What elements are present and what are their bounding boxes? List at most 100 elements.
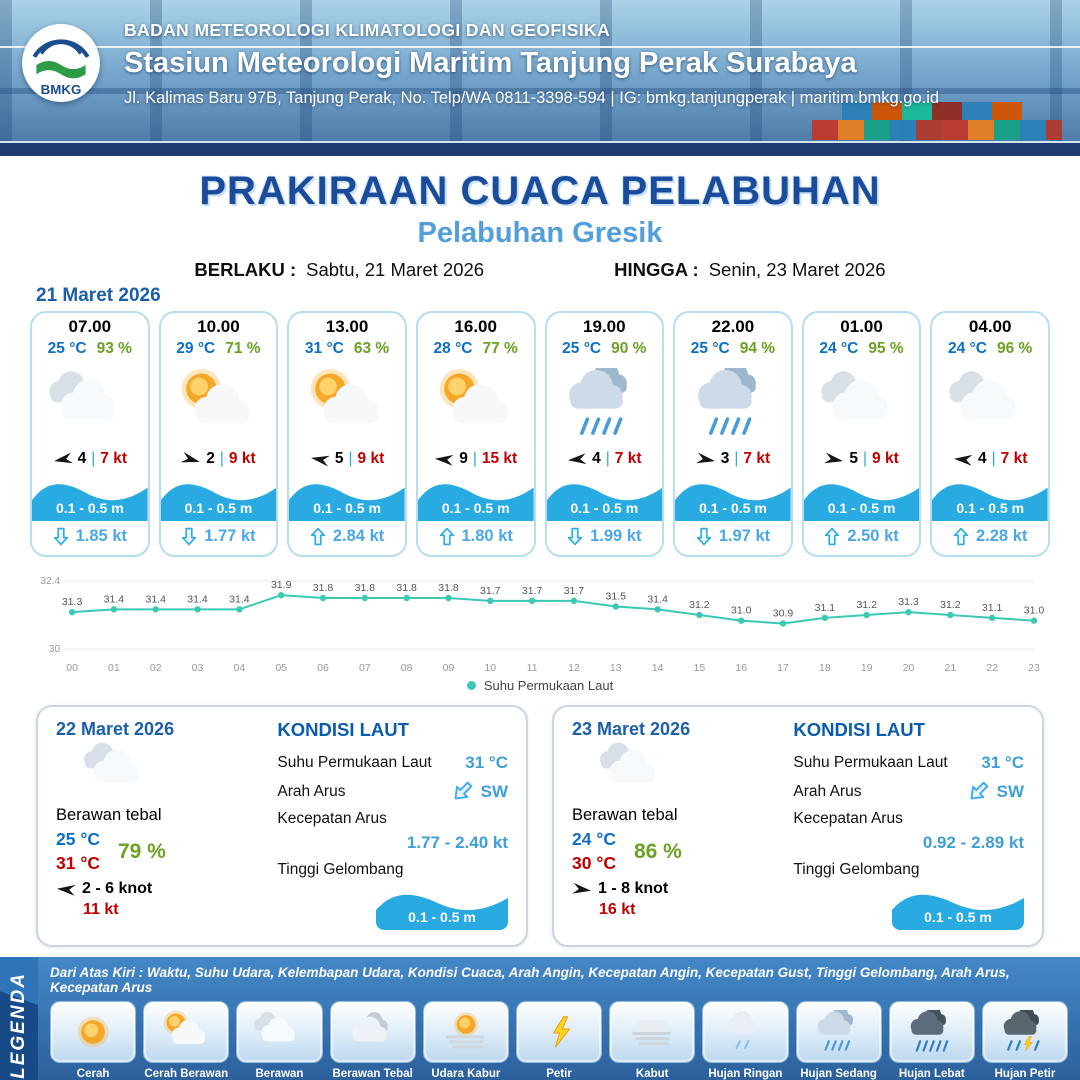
legend-marker-icon (466, 681, 476, 690)
sea-sst-label: Suhu Permukaan Laut (793, 754, 948, 771)
gust-speed: 9 kt (872, 450, 899, 467)
wind-row: 9 | 15 kt (434, 450, 517, 468)
daily-weather-icon (592, 740, 775, 805)
wind-direction-icon (695, 451, 717, 467)
org-name: BADAN METEOROLOGI KLIMATOLOGI DAN GEOFIS… (124, 20, 611, 40)
temp-humidity-row: 25 °C 94 % (691, 340, 775, 358)
air-temperature: 31 °C (304, 340, 344, 357)
wave-graphic (803, 484, 920, 521)
wave-height-graphic: 0.1 - 0.5 m (892, 884, 1024, 930)
wind-direction-icon (567, 452, 588, 467)
daily-wind-range: 2 - 6 knot (82, 880, 153, 897)
chart-legend: Suhu Permukaan Laut (34, 678, 1046, 693)
svg-text:17: 17 (777, 662, 789, 674)
current-direction-icon (310, 527, 326, 546)
valid-from-label: BERLAKU : (194, 259, 297, 280)
daily-condition: Berawan tebal (572, 806, 678, 824)
forecast-card: 07.00 25 °C 93 % 4 | 7 kt 0.1 - 0.5 m 1.… (30, 311, 150, 557)
forecast-card: 22.00 25 °C 94 % 3 | 7 kt 0.1 - 0.5 m 1.… (673, 311, 793, 557)
wind-separator: | (348, 450, 353, 467)
svg-text:31.8: 31.8 (396, 582, 417, 594)
daily-temp-min: 25 °C (56, 829, 100, 849)
current-row: 1.97 kt (675, 521, 791, 555)
svg-text:31.3: 31.3 (62, 596, 83, 608)
sea-current-direction-row: Arah Arus SW (793, 781, 1024, 802)
legend-item-label: Hujan Sedang (800, 1068, 877, 1080)
current-speed: 2.84 kt (332, 527, 385, 545)
gust-speed: 9 kt (357, 450, 385, 467)
svg-text:18: 18 (819, 662, 831, 674)
header-divider-line (0, 46, 1080, 48)
legend-item: Udara Kabur (422, 1001, 509, 1080)
valid-to-value: Senin, 23 Maret 2026 (708, 259, 886, 280)
svg-text:31.4: 31.4 (229, 593, 250, 605)
forecast-card: 13.00 31 °C 63 % 5 | 9 kt 0.1 - 0.5 m 2.… (287, 311, 407, 557)
legend-item: Hujan Sedang (795, 1001, 882, 1080)
sst-line-chart: 32.4 30 31.3 00 31.4 01 31.4 02 31.4 03 31.4 04 31.9… (41, 576, 1045, 674)
wind-row: 2 | 9 kt (181, 450, 256, 468)
legend-item-label: Cerah (76, 1068, 110, 1080)
sea-sst-row: Suhu Permukaan Laut 31 °C (277, 753, 508, 773)
svg-text:31.8: 31.8 (313, 582, 334, 594)
humidity: 96 % (996, 340, 1033, 357)
valid-from-value: Sabtu, 21 Maret 2026 (306, 259, 485, 280)
temp-humidity-row: 29 °C 71 % (176, 340, 260, 358)
legend-item-label: Kabut (635, 1068, 669, 1080)
forecast-time: 10.00 (197, 317, 240, 336)
svg-text:31.5: 31.5 (606, 591, 627, 603)
wind-speed: 4 (978, 450, 987, 467)
forecast-time: 16.00 (454, 317, 497, 336)
svg-text:31.7: 31.7 (480, 585, 501, 597)
legend-weather-icon (888, 1001, 975, 1063)
daily-gust: 11 kt (83, 901, 119, 918)
legend-item: Petir (515, 1001, 603, 1080)
svg-text:32.4: 32.4 (41, 576, 61, 587)
valid-to-label: HINGGA : (614, 259, 699, 280)
wave-height-value: 0.1 - 0.5 m (55, 500, 124, 516)
header-banner: BMKG BADAN METEOROLOGI KLIMATOLOGI DAN G… (0, 0, 1080, 156)
legend-title-strip: LEGENDA (0, 957, 38, 1080)
svg-text:09: 09 (443, 662, 455, 674)
wave-height-value: 0.1 - 0.5 m (408, 909, 476, 925)
svg-text:31.9: 31.9 (271, 579, 292, 591)
legend-weather-icon (329, 1001, 416, 1063)
title-block: PRAKIRAAN CUACA PELABUHAN Pelabuhan Gres… (0, 156, 1080, 281)
wind-speed: 4 (77, 450, 87, 467)
legend-item: Hujan Ringan (702, 1001, 789, 1080)
humidity: 95 % (868, 340, 904, 357)
wind-speed: 4 (592, 450, 601, 467)
wave-graphic (546, 484, 663, 521)
current-speed: 2.50 kt (847, 527, 899, 545)
svg-text:31.2: 31.2 (940, 599, 961, 611)
wave-height-band: 0.1 - 0.5 m (32, 473, 148, 521)
wave-height-band: 0.1 - 0.5 m (803, 473, 920, 521)
current-speed: 1.77 kt (204, 527, 256, 545)
current-speed: 1.99 kt (590, 527, 642, 545)
wind-speed: 3 (720, 450, 730, 467)
svg-text:12: 12 (568, 662, 580, 674)
sea-sst-value: 31 °C (981, 753, 1024, 772)
daily-wind-range: 1 - 8 knot (598, 880, 669, 897)
port-name: Pelabuhan Gresik (417, 217, 663, 249)
svg-text:31.4: 31.4 (104, 593, 125, 605)
wind-speed: 5 (849, 450, 858, 467)
legend-weather-icon (795, 1001, 882, 1063)
wave-height-value: 0.1 - 0.5 m (924, 909, 992, 925)
weather-icon (816, 358, 908, 450)
temp-humidity-row: 24 °C 96 % (948, 340, 1032, 358)
wind-separator: | (991, 450, 996, 467)
svg-text:05: 05 (275, 662, 287, 674)
air-temperature: 24 °C (819, 340, 859, 357)
gust-speed: 7 kt (1000, 450, 1028, 467)
svg-text:31.0: 31.0 (731, 605, 752, 617)
wind-direction-icon (434, 452, 455, 467)
current-direction-icon (824, 527, 840, 546)
current-row: 1.85 kt (32, 521, 148, 555)
svg-text:22: 22 (986, 662, 998, 674)
daily-temp-max: 31 °C (56, 853, 100, 873)
legend-section: LEGENDA Dari Atas Kiri : Waktu, Suhu Uda… (0, 957, 1080, 1080)
legend-weather-icon (143, 1001, 230, 1063)
svg-text:31.1: 31.1 (982, 602, 1003, 614)
header-illustration (0, 0, 1080, 156)
current-speed: 1.80 kt (461, 527, 513, 545)
